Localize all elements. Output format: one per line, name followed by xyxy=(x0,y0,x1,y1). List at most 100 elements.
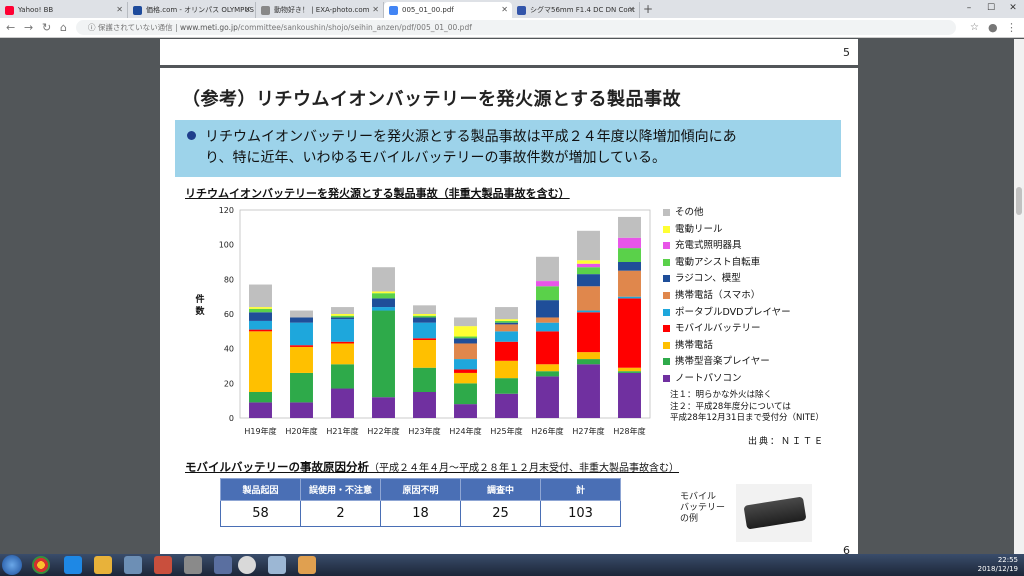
legend-swatch xyxy=(663,308,670,316)
legend-label: 携帯電話 xyxy=(675,339,714,351)
bar-segment xyxy=(618,367,641,372)
bar-segment xyxy=(372,298,395,308)
bar-segment xyxy=(495,360,518,379)
bar-segment xyxy=(577,260,600,264)
tab-close-icon[interactable]: ✕ xyxy=(501,5,508,14)
legend-label: 携帯型音楽プレイヤー xyxy=(675,356,770,368)
note-line: 注１：明らかな外火は除く xyxy=(670,390,773,400)
new-tab-button[interactable]: + xyxy=(642,2,654,16)
legend-item: 充電式照明器具 xyxy=(663,239,791,256)
maximize-button[interactable]: ☐ xyxy=(986,3,996,13)
table-cell: 2 xyxy=(300,500,381,527)
start-button[interactable] xyxy=(2,555,22,575)
bar-segment xyxy=(495,324,518,332)
plot-area xyxy=(239,209,651,419)
legend-swatch xyxy=(663,242,670,250)
bar-segment xyxy=(536,322,559,332)
bar-segment xyxy=(618,372,641,418)
tab-close-icon[interactable]: ✕ xyxy=(372,5,379,14)
bar-segment xyxy=(454,326,477,337)
browser-tab[interactable]: Yahoo! BB ✕ xyxy=(0,2,128,18)
bar-segment xyxy=(536,317,559,323)
bar-segment xyxy=(331,388,354,418)
profile-icon[interactable]: ● xyxy=(988,21,998,34)
bar-segment xyxy=(454,404,477,418)
scrollbar-thumb[interactable] xyxy=(1016,187,1022,215)
bar-segment xyxy=(495,307,518,320)
favicon-icon xyxy=(133,6,142,15)
reload-icon[interactable]: ↻ xyxy=(42,21,52,34)
info-icon[interactable]: ⓘ xyxy=(88,23,96,32)
back-arrow-icon[interactable]: ← xyxy=(6,21,16,34)
forward-arrow-icon[interactable]: → xyxy=(24,21,34,34)
app-icon[interactable] xyxy=(214,556,232,574)
bar-segment xyxy=(290,310,313,318)
browser-tab[interactable]: 005_01_00.pdf ✕ xyxy=(384,2,512,18)
system-clock[interactable]: 22:55 2018/12/19 xyxy=(978,556,1018,574)
bar-segment xyxy=(249,307,272,309)
url-field[interactable]: ⓘ 保護されていない通信 | www.meti.go.jp/committee/… xyxy=(76,20,956,35)
bar-segment xyxy=(536,281,559,287)
legend-item: 携帯型音楽プレイヤー xyxy=(663,355,791,372)
app-icon[interactable] xyxy=(238,556,256,574)
bar-segment xyxy=(331,307,354,314)
bar-segment xyxy=(495,320,518,323)
bar-segment xyxy=(577,274,600,287)
bar-segment xyxy=(536,300,559,318)
table-cell: 58 xyxy=(220,500,301,527)
table-header: 原因不明 xyxy=(380,478,461,501)
x-tick-label: H23年度 xyxy=(408,426,440,436)
stacked-bar-chart: 0 20 40 60 80 100 120 件数 H19年度 H20年度 H21年度 H22年度 H23… xyxy=(195,206,651,436)
bar-segment xyxy=(413,392,436,418)
callout-line: リチウムイオンバッテリーを発火源とする製品事故は平成２４年度以降増加傾向にあ xyxy=(205,129,737,145)
menu-icon[interactable]: ⋮ xyxy=(1006,21,1017,34)
home-icon[interactable]: ⌂ xyxy=(60,21,67,34)
ie-icon[interactable] xyxy=(64,556,82,574)
media-icon[interactable] xyxy=(124,556,142,574)
tab-close-icon[interactable]: ✕ xyxy=(116,5,123,14)
section-title-main: モバイルバッテリーの事故原因分析 xyxy=(185,460,369,474)
minimize-button[interactable]: – xyxy=(966,3,972,13)
bar-segment xyxy=(577,312,600,353)
app-icon[interactable] xyxy=(154,556,172,574)
security-label: 保護されていない通信 xyxy=(97,23,173,32)
pdf-viewer[interactable]: 5 （参考）リチウムイオンバッテリーを発火源とする製品事故 リチウムイオンバッテ… xyxy=(0,39,1014,554)
bar-segment xyxy=(618,248,641,262)
table-header: 計 xyxy=(540,478,621,501)
bar-segment xyxy=(331,341,354,344)
x-tick-label: H24年度 xyxy=(449,426,481,436)
legend-swatch xyxy=(663,325,670,333)
x-tick-label: H25年度 xyxy=(490,426,522,436)
bar-segment xyxy=(249,331,272,392)
bookmark-star-icon[interactable]: ☆ xyxy=(970,22,979,33)
legend-item: 携帯電話（スマホ） xyxy=(663,289,791,306)
tab-label: 005_01_00.pdf xyxy=(402,6,454,14)
app-icon[interactable] xyxy=(298,556,316,574)
close-window-button[interactable]: ✕ xyxy=(1009,3,1017,13)
tab-close-icon[interactable]: ✕ xyxy=(628,5,635,14)
tab-close-icon[interactable]: ✕ xyxy=(244,5,251,14)
table-cell: 25 xyxy=(460,500,541,527)
bar-segment xyxy=(454,343,477,360)
app-icon[interactable] xyxy=(184,556,202,574)
table-header: 調査中 xyxy=(460,478,541,501)
browser-tab[interactable]: 動物好き！ | EXA-photo.com ✕ xyxy=(256,2,384,18)
browser-tab-strip: Yahoo! BB ✕ 価格.com - オリンパス OLYMPUS ✕ 動物好き！ |… xyxy=(0,0,1024,18)
bar-segment xyxy=(577,263,600,268)
legend-swatch xyxy=(663,291,670,299)
app-icon[interactable] xyxy=(268,556,286,574)
vertical-scrollbar[interactable] xyxy=(1014,39,1024,554)
y-tick-label: 120 xyxy=(219,206,234,215)
bar-segment xyxy=(577,352,600,360)
y-axis-label: 数 xyxy=(195,305,205,317)
x-tick-label: H21年度 xyxy=(326,426,358,436)
bar-segment xyxy=(331,364,354,389)
browser-tab[interactable]: シグマ56mm F1.4 DC DN Cont ✕ xyxy=(512,2,640,18)
chrome-icon[interactable] xyxy=(32,556,50,574)
tab-list: Yahoo! BB ✕ 価格.com - オリンパス OLYMPUS ✕ 動物好き！ |… xyxy=(0,2,640,18)
favicon-icon xyxy=(261,6,270,15)
bar-segment xyxy=(454,383,477,405)
folder-icon[interactable] xyxy=(94,556,112,574)
x-tick-label: H20年度 xyxy=(285,426,317,436)
browser-tab[interactable]: 価格.com - オリンパス OLYMPUS ✕ xyxy=(128,2,256,18)
